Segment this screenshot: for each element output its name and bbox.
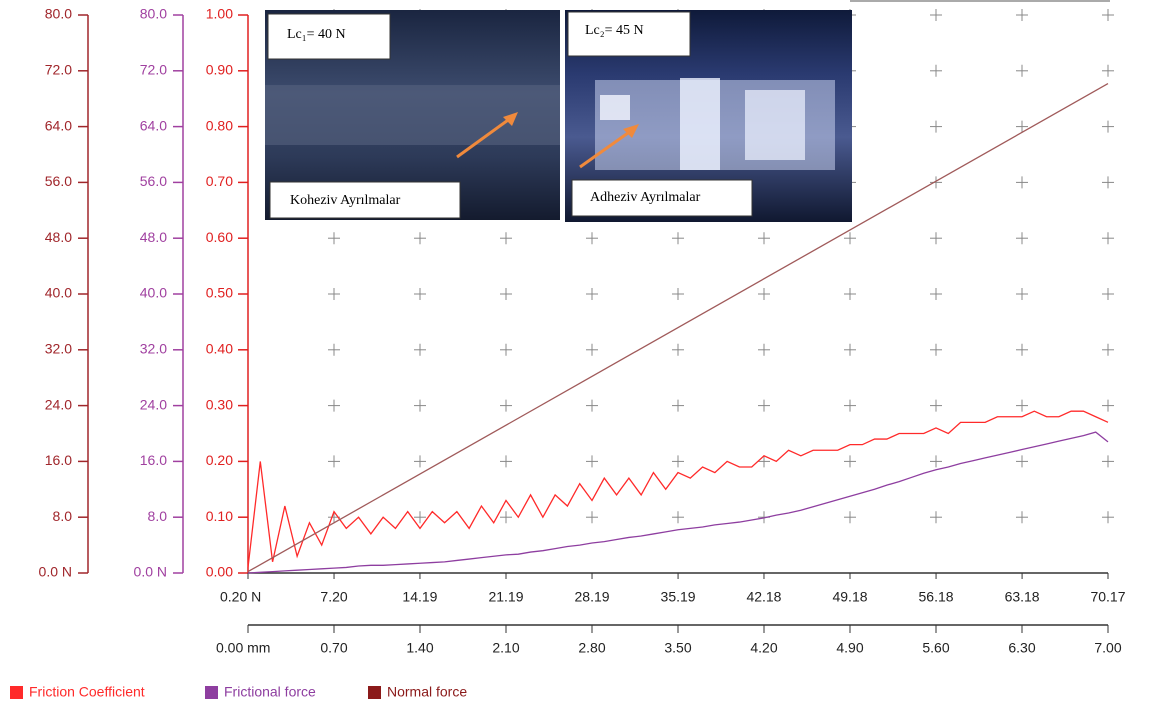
legend-swatch bbox=[205, 686, 218, 699]
x2-tick-label: 70.17 bbox=[1090, 589, 1125, 605]
y-tick-label: 16.0 bbox=[45, 452, 72, 468]
y-tick-label: 64.0 bbox=[140, 117, 167, 133]
x-tick-label: 1.40 bbox=[406, 640, 433, 656]
y-tick-label: 48.0 bbox=[45, 229, 72, 245]
y-tick-label: 0.50 bbox=[206, 285, 233, 301]
series-line bbox=[248, 411, 1108, 567]
inset-label: Lc₁= 40 N bbox=[287, 27, 346, 42]
x-tick-label: 0.70 bbox=[320, 640, 347, 656]
y-tick-label: 0.80 bbox=[206, 117, 233, 133]
y-tick-label: 0.30 bbox=[206, 396, 233, 412]
legend-label: Frictional force bbox=[224, 684, 316, 700]
y-tick-label: 8.0 bbox=[53, 508, 73, 524]
y-tick-label: 40.0 bbox=[140, 285, 167, 301]
y-tick-label: 56.0 bbox=[140, 173, 167, 189]
legend: Friction Coefficient Frictional force Norm… bbox=[10, 684, 467, 700]
y-tick-label: 24.0 bbox=[45, 396, 72, 412]
x2-tick-label: 42.18 bbox=[746, 589, 781, 605]
y-tick-label: 80.0 bbox=[140, 6, 167, 22]
y-tick-label: 0.0 N bbox=[39, 564, 72, 580]
y-tick-label: 72.0 bbox=[140, 62, 167, 78]
legend-label: Friction Coefficient bbox=[29, 684, 145, 700]
y-tick-label: 0.70 bbox=[206, 173, 233, 189]
y-tick-label: 0.90 bbox=[206, 62, 233, 78]
x2-tick-label: 35.19 bbox=[661, 589, 696, 605]
x2-tick-label: 7.20 bbox=[320, 589, 347, 605]
x2-tick-label: 21.19 bbox=[488, 589, 523, 605]
x-tick-label: 3.50 bbox=[664, 640, 691, 656]
series-line bbox=[248, 432, 1108, 573]
y-tick-label: 1.00 bbox=[206, 6, 233, 22]
inset-1: Lc₁= 40 N Koheziv Ayrılmalar bbox=[265, 10, 560, 220]
x2-tick-label: 56.18 bbox=[919, 589, 954, 605]
y-tick-label: 32.0 bbox=[140, 341, 167, 357]
x-tick-label: 2.10 bbox=[492, 640, 519, 656]
y-tick-label: 40.0 bbox=[45, 285, 72, 301]
x2-tick-label: 28.19 bbox=[575, 589, 610, 605]
x2-tick-label: 0.20 N bbox=[220, 589, 261, 605]
y-tick-label: 80.0 bbox=[45, 6, 72, 22]
y-tick-label: 0.10 bbox=[206, 508, 233, 524]
x2-tick-label: 63.18 bbox=[1005, 589, 1040, 605]
x2-tick-label: 49.18 bbox=[832, 589, 867, 605]
y-tick-label: 64.0 bbox=[45, 117, 72, 133]
y-tick-label: 0.0 N bbox=[134, 564, 167, 580]
y-tick-label: 56.0 bbox=[45, 173, 72, 189]
x-tick-label: 2.80 bbox=[578, 640, 605, 656]
inset-caption: Koheziv Ayrılmalar bbox=[290, 193, 401, 208]
spall bbox=[600, 95, 630, 120]
y-tick-label: 0.20 bbox=[206, 452, 233, 468]
legend-label: Normal force bbox=[387, 684, 467, 700]
y-tick-label: 72.0 bbox=[45, 62, 72, 78]
y-tick-label: 0.40 bbox=[206, 341, 233, 357]
legend-swatch bbox=[10, 686, 23, 699]
x-tick-label: 4.20 bbox=[750, 640, 777, 656]
y-tick-label: 32.0 bbox=[45, 341, 72, 357]
spall bbox=[680, 78, 720, 170]
y-tick-label: 8.0 bbox=[148, 508, 168, 524]
y-tick-label: 16.0 bbox=[140, 452, 167, 468]
inset-caption: Adheziv Ayrılmalar bbox=[590, 190, 701, 205]
y-tick-label: 0.00 bbox=[206, 564, 233, 580]
y-tick-label: 24.0 bbox=[140, 396, 167, 412]
x-tick-label: 4.90 bbox=[836, 640, 863, 656]
y-tick-label: 48.0 bbox=[140, 229, 167, 245]
x-tick-label: 5.60 bbox=[922, 640, 949, 656]
inset-label: Lc₂= 45 N bbox=[585, 23, 644, 38]
x-tick-label: 6.30 bbox=[1008, 640, 1035, 656]
legend-swatch bbox=[368, 686, 381, 699]
inset-2: Lc₂= 45 N Adheziv Ayrılmalar bbox=[565, 10, 852, 222]
chart: 0.0 N 8.0 16.0 24.0 32.0 40.0 48.0 56.0 64.0 72.0… bbox=[0, 0, 1154, 711]
x-tick-label: 0.00 mm bbox=[216, 640, 270, 656]
spall bbox=[745, 90, 805, 160]
x-tick-label: 7.00 bbox=[1094, 640, 1121, 656]
y-tick-label: 0.60 bbox=[206, 229, 233, 245]
x2-tick-label: 14.19 bbox=[402, 589, 437, 605]
